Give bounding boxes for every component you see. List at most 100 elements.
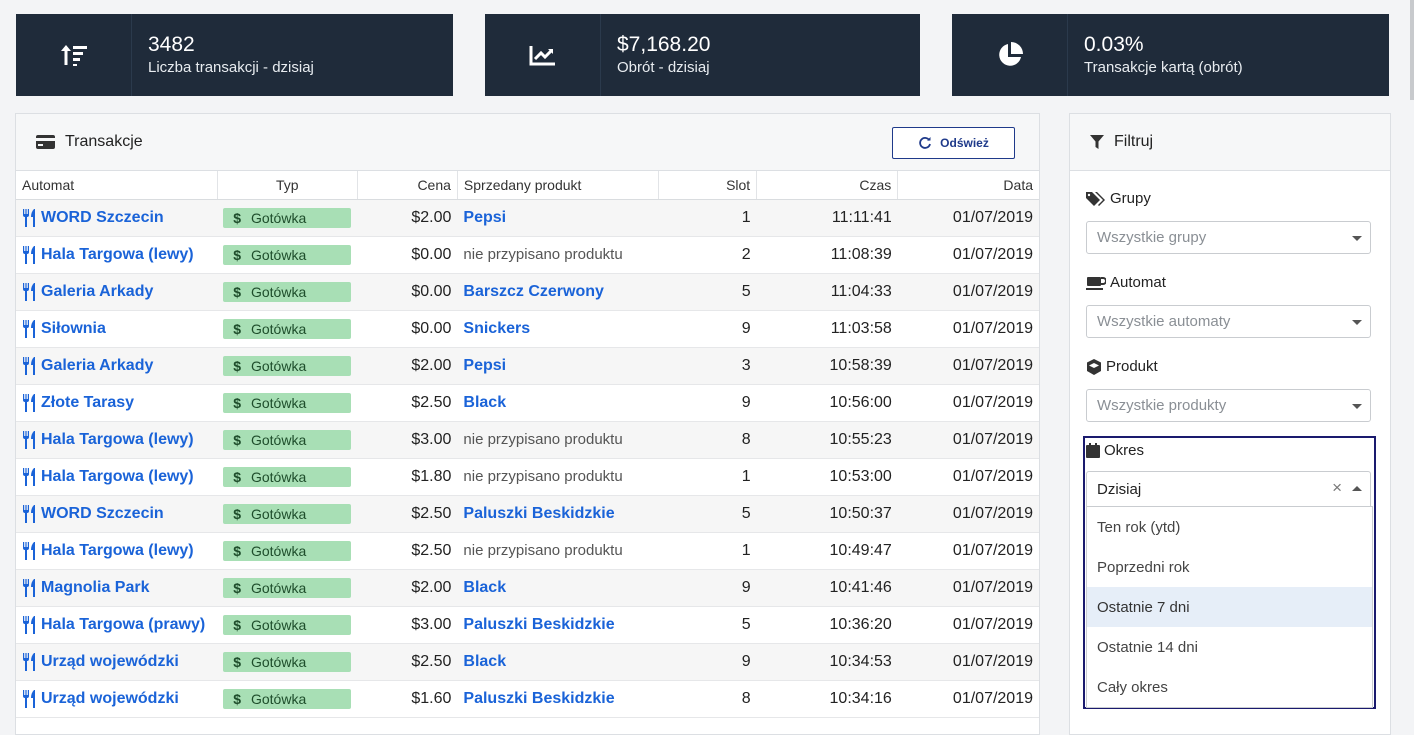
machine-link[interactable]: Hala Targowa (lewy) [22, 542, 211, 560]
table-row[interactable]: Hala Targowa (lewy) $ Gotówka $1.80 nie … [16, 458, 1039, 496]
dollar-icon: $ [233, 247, 241, 263]
product-select[interactable]: Wszystkie produkty [1086, 389, 1371, 422]
table-row[interactable]: Urząd wojewódzki $ Gotówka $1.60 Paluszk… [16, 680, 1039, 718]
machine-name: Hala Targowa (lewy) [41, 468, 194, 485]
price-cell: $2.50 [357, 532, 458, 570]
price-cell: $2.00 [357, 347, 458, 385]
machine-link[interactable]: Hala Targowa (lewy) [22, 468, 211, 486]
product-name[interactable]: Paluszki Beskidzkie [463, 505, 615, 522]
machine-link[interactable]: Magnolia Park [22, 579, 211, 597]
price-cell: $2.50 [357, 495, 458, 533]
chevron-up-icon [1352, 486, 1362, 491]
period-option-highlighted[interactable]: Ostatnie 7 dni [1087, 587, 1372, 627]
product-cell: nie przypisano produktu [457, 236, 659, 274]
payment-type-label: Gotówka [250, 654, 307, 670]
utensils-icon [22, 394, 38, 412]
filter-icon [1090, 134, 1104, 150]
column-header-czas[interactable]: Czas [756, 171, 899, 200]
groups-select[interactable]: Wszystkie grupy [1086, 221, 1371, 254]
column-header-typ[interactable]: Typ [217, 171, 358, 200]
machine-link[interactable]: Galeria Arkady [22, 283, 211, 301]
machine-link[interactable]: Hala Targowa (lewy) [22, 431, 211, 449]
table-row[interactable]: WORD Szczecin $ Gotówka $2.00 Pepsi 1 11… [16, 199, 1039, 237]
price-cell: $0.00 [357, 310, 458, 348]
product-name[interactable]: Snickers [463, 320, 531, 337]
payment-type-label: Gotówka [250, 469, 307, 485]
machine-link[interactable]: Hala Targowa (lewy) [22, 246, 211, 264]
column-header-produkt[interactable]: Sprzedany produkt [457, 171, 660, 200]
machine-link[interactable]: Hala Targowa (prawy) [22, 616, 211, 634]
product-cell: Snickers [457, 310, 659, 348]
machine-name: Galeria Arkady [41, 283, 154, 300]
dollar-icon: $ [233, 432, 241, 448]
period-option[interactable]: Poprzedni rok [1097, 558, 1190, 576]
product-name[interactable]: Barszcz Czerwony [463, 283, 604, 300]
product-select-value: Wszystkie produkty [1097, 397, 1227, 414]
machine-link[interactable]: WORD Szczecin [22, 505, 211, 523]
product-name[interactable]: Black [463, 579, 507, 596]
period-option[interactable]: Ostatnie 14 dni [1097, 638, 1198, 656]
machine-select[interactable]: Wszystkie automaty [1086, 305, 1371, 338]
column-header-slot[interactable]: Slot [658, 171, 758, 200]
product-cell: nie przypisano produktu [457, 421, 659, 459]
machine-link[interactable]: Urząd wojewódzki [22, 690, 211, 708]
machine-link[interactable]: WORD Szczecin [22, 209, 211, 227]
product-name[interactable]: Black [463, 394, 507, 411]
payment-type-label: Gotówka [250, 321, 307, 337]
period-select[interactable]: Dzisiaj × [1086, 471, 1371, 506]
table-row[interactable]: WORD Szczecin $ Gotówka $2.50 Paluszki B… [16, 495, 1039, 533]
product-cell: Paluszki Beskidzkie [457, 606, 659, 644]
time-cell: 11:11:41 [756, 199, 898, 237]
table-row[interactable]: Siłownia $ Gotówka $0.00 Snickers 9 11:0… [16, 310, 1039, 348]
price-cell: $2.50 [357, 384, 458, 422]
table-row[interactable]: Hala Targowa (lewy) $ Gotówka $0.00 nie … [16, 236, 1039, 274]
payment-type-label: Gotówka [250, 358, 307, 374]
utensils-icon [22, 283, 38, 301]
kpi-card-share-card: 0.03% Transakcje kartą (obrót) [952, 14, 1389, 96]
machine-link[interactable]: Złote Tarasy [22, 394, 211, 412]
kpi-revenue-card: $7,168.20 Obrót - dzisiaj [485, 14, 920, 96]
tags-icon [1086, 191, 1106, 207]
column-header-cena[interactable]: Cena [357, 171, 458, 200]
date-cell: 01/07/2019 [897, 421, 1039, 459]
kpi-label: Transakcje kartą (obrót) [1084, 59, 1243, 76]
dollar-icon: $ [233, 543, 241, 559]
machine-link[interactable]: Galeria Arkady [22, 357, 211, 375]
column-header-data[interactable]: Data [897, 171, 1039, 200]
period-select-value: Dzisiaj [1097, 480, 1142, 498]
payment-type-label: Gotówka [250, 691, 307, 707]
refresh-button[interactable]: Odśwież [892, 127, 1015, 159]
table-row[interactable]: Urząd wojewódzki $ Gotówka $2.50 Black 9… [16, 643, 1039, 681]
machine-link[interactable]: Urząd wojewódzki [22, 653, 211, 671]
credit-card-icon [36, 135, 55, 149]
product-name[interactable]: Black [463, 653, 507, 670]
payment-type-badge: $ Gotówka [223, 467, 352, 487]
page-scrollbar[interactable] [1410, 0, 1414, 100]
product-name: nie przypisano produktu [463, 246, 623, 263]
product-name[interactable]: Pepsi [463, 357, 507, 374]
product-name[interactable]: Paluszki Beskidzkie [463, 616, 615, 633]
utensils-icon [22, 505, 38, 523]
product-name[interactable]: Paluszki Beskidzkie [463, 690, 615, 707]
refresh-label: Odśwież [940, 136, 989, 150]
table-row[interactable]: Galeria Arkady $ Gotówka $2.00 Pepsi 3 1… [16, 347, 1039, 385]
machine-name: Siłownia [41, 320, 106, 337]
dollar-icon: $ [233, 580, 241, 596]
price-cell: $0.00 [357, 273, 458, 311]
machine-link[interactable]: Siłownia [22, 320, 211, 338]
table-row[interactable]: Galeria Arkady $ Gotówka $0.00 Barszcz C… [16, 273, 1039, 311]
period-option[interactable]: Cały okres [1097, 678, 1168, 696]
table-row[interactable]: Hala Targowa (lewy) $ Gotówka $3.00 nie … [16, 421, 1039, 459]
product-name[interactable]: Pepsi [463, 209, 507, 226]
time-cell: 10:41:46 [756, 569, 898, 607]
table-row[interactable]: Magnolia Park $ Gotówka $2.00 Black 9 10… [16, 569, 1039, 607]
table-row[interactable]: Złote Tarasy $ Gotówka $2.50 Black 9 10:… [16, 384, 1039, 422]
column-header-automat[interactable]: Automat [16, 171, 218, 200]
clear-icon[interactable]: × [1332, 478, 1342, 497]
date-cell: 01/07/2019 [897, 495, 1039, 533]
period-option[interactable]: Ten rok (ytd) [1097, 518, 1181, 536]
machine-name: Hala Targowa (lewy) [41, 246, 194, 263]
machine-name: WORD Szczecin [41, 505, 164, 522]
table-row[interactable]: Hala Targowa (lewy) $ Gotówka $2.50 nie … [16, 532, 1039, 570]
table-row[interactable]: Hala Targowa (prawy) $ Gotówka $3.00 Pal… [16, 606, 1039, 644]
